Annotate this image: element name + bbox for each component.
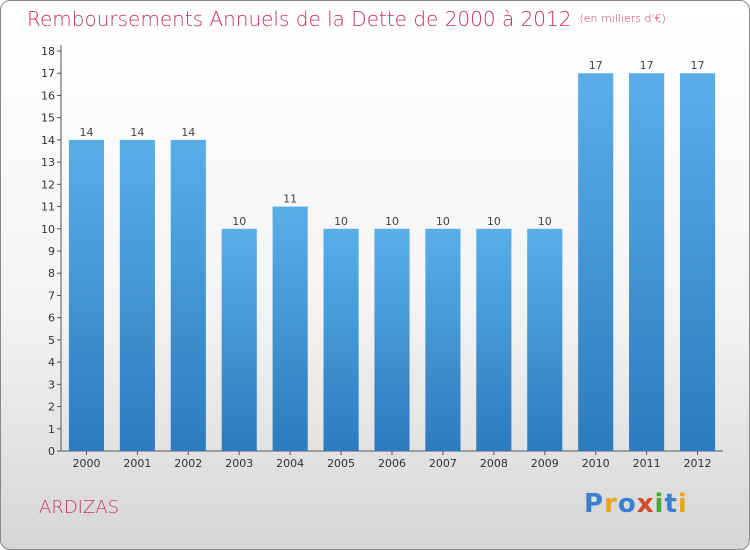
y-tick-label: 12 [41,178,55,191]
logo-letter: o [617,489,637,519]
chart-title: Remboursements Annuels de la Dette de 20… [27,7,666,31]
chart-unit: (en milliers d'€) [579,12,666,25]
y-tick-label: 8 [48,267,55,280]
bar-2001 [119,139,155,451]
logo-letter: x [636,489,655,519]
y-tick-label: 5 [48,334,55,347]
labels: 14 2000 14 2001 14 2002 10 2003 11 2004 10 2005 10 20… [72,59,711,470]
bar-2000 [68,139,105,451]
value-label-2012: 17 [691,59,705,72]
x-tick-label-2003: 2003 [225,457,253,470]
value-label-2010: 17 [589,59,603,72]
value-label-2002: 14 [181,126,195,139]
proxiti-logo[interactable]: Proxiti [584,489,688,519]
value-label-2006: 10 [385,215,399,228]
x-tick-label-2004: 2004 [276,457,304,470]
y-tick-label: 2 [48,401,55,414]
x-tick-label-2006: 2006 [378,457,406,470]
chart-title-text: Remboursements Annuels de la Dette de 20… [27,7,572,31]
x-tick-label-2005: 2005 [327,457,355,470]
bar-2012 [679,73,716,451]
logo-letter: r [604,489,618,519]
y-tick-label: 7 [48,289,55,302]
bar-2005 [323,228,359,451]
bars [68,73,716,451]
x-tick-label-2009: 2009 [531,457,559,470]
y-tick-label: 1 [48,423,55,436]
x-tick-label-2001: 2001 [123,457,151,470]
bar-2006 [374,228,410,451]
bar-2010 [578,73,614,451]
value-label-2008: 10 [487,215,501,228]
y-tick-label: 16 [41,89,55,102]
value-label-2004: 11 [283,193,297,206]
logo-letter: i [654,489,665,519]
x-tick-label-2000: 2000 [72,457,100,470]
x-tick-label-2007: 2007 [429,457,457,470]
value-label-2009: 10 [538,215,552,228]
value-label-2005: 10 [334,215,348,228]
y-tick-label: 0 [48,445,55,458]
value-label-2007: 10 [436,215,450,228]
y-tick-label: 18 [41,45,55,58]
bar-2003 [221,228,257,451]
value-label-2000: 14 [79,126,93,139]
logo-letter: t [664,489,678,519]
logo-letter: P [584,489,605,519]
x-tick-label-2002: 2002 [174,457,202,470]
bar-2007 [425,228,461,451]
x-tick-label-2008: 2008 [480,457,508,470]
y-tick-label: 14 [41,134,55,147]
value-label-2011: 17 [640,59,654,72]
commune-name: ARDIZAS [39,497,120,518]
bar-2011 [629,73,665,451]
x-tick-label-2010: 2010 [582,457,610,470]
y-tick-label: 11 [41,201,55,214]
y-tick-label: 9 [48,245,55,258]
bar-2008 [476,228,512,451]
bar-2002 [170,139,206,451]
bar-2009 [527,228,563,451]
y-tick-label: 17 [41,67,55,80]
value-label-2003: 10 [232,215,246,228]
value-label-2001: 14 [130,126,144,139]
y-tick-label: 3 [48,378,55,391]
y-tick-label: 15 [41,112,55,125]
logo-letter: i [677,489,688,519]
x-tick-label-2012: 2012 [684,457,712,470]
bar-2004 [272,206,308,451]
y-tick-label: 10 [41,223,55,236]
y-tick-label: 4 [48,356,55,369]
y-tick-label: 6 [48,312,55,325]
y-tick-label: 13 [41,156,55,169]
x-tick-label-2011: 2011 [633,457,661,470]
